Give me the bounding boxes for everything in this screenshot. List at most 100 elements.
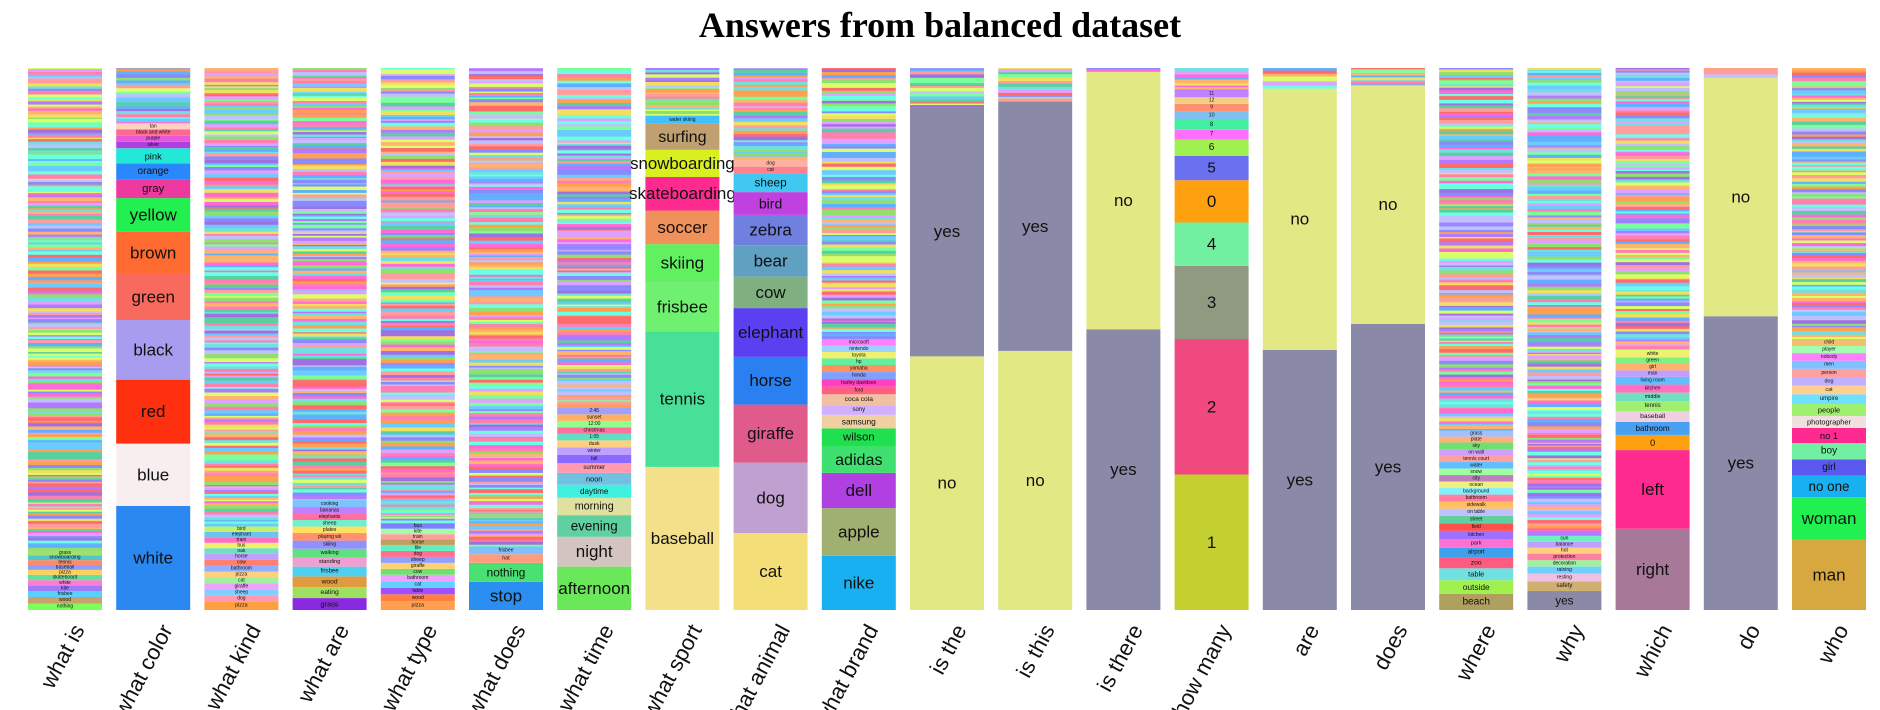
rare-answer-strip — [292, 305, 367, 309]
rare-answer-strip — [28, 336, 102, 340]
rare-answer-strip — [204, 188, 279, 193]
rare-answer-strip — [204, 439, 279, 443]
rare-answer-strip — [1351, 68, 1425, 70]
rare-answer-strip — [204, 386, 279, 389]
rare-answer-strip — [557, 293, 632, 296]
segment-red — [116, 379, 191, 444]
rare-answer-strip — [557, 214, 632, 217]
rare-answer-strip — [910, 99, 984, 103]
rare-answer-strip — [557, 295, 632, 299]
rare-answer-strip — [1615, 349, 1690, 352]
rare-answer-strip — [292, 450, 367, 455]
rare-answer-strip — [204, 151, 279, 154]
rare-answer-strip — [28, 104, 102, 107]
rare-answer-strip — [645, 96, 720, 99]
rare-answer-strip — [469, 208, 543, 213]
rare-answer-strip — [1527, 443, 1602, 446]
rare-answer-strip — [28, 225, 102, 229]
rare-answer-strip — [28, 178, 102, 181]
rare-answer-strip — [28, 436, 102, 441]
rare-answer-strip — [204, 94, 279, 97]
rare-answer-strip — [469, 276, 543, 279]
rare-answer-strip — [204, 267, 279, 269]
rare-answer-strip — [1527, 219, 1602, 223]
rare-answer-strip — [1439, 274, 1514, 278]
rare-answer-strip — [469, 274, 543, 277]
rare-answer-strip — [204, 184, 279, 187]
rare-answer-strip — [292, 283, 367, 287]
rare-answer-strip — [1439, 69, 1514, 73]
rare-answer-strip — [821, 314, 896, 319]
rare-answer-strip — [469, 394, 543, 399]
segment-microsoft — [821, 339, 896, 346]
rare-answer-strip — [380, 247, 455, 249]
rare-answer-strip — [116, 71, 191, 75]
segment-label: pink — [145, 150, 163, 161]
rare-answer-strip — [28, 194, 102, 198]
rare-answer-strip — [116, 108, 191, 112]
rare-answer-strip — [380, 377, 455, 381]
rare-answer-strip — [469, 111, 543, 115]
segment-2:45 — [557, 407, 632, 415]
rare-answer-strip — [204, 195, 279, 198]
segment-label: frisbee — [57, 591, 72, 597]
segment-label: baseball — [56, 564, 75, 570]
rare-answer-strip — [380, 239, 455, 244]
segment-label: harley davidson — [841, 380, 876, 386]
rare-answer-strip — [821, 68, 896, 70]
rare-answer-strip — [1527, 249, 1602, 252]
rare-answer-strip — [1792, 278, 1866, 283]
rare-answer-strip — [557, 174, 632, 178]
segment-zoo — [1439, 557, 1514, 569]
column-which: rightleft0bathroombaseballtennismiddleki… — [1615, 68, 1690, 682]
rare-answer-strip — [1792, 281, 1866, 285]
rare-answer-strip — [28, 366, 102, 369]
segment-apple — [821, 508, 896, 556]
rare-answer-strip — [1439, 313, 1514, 316]
rare-answer-strip — [204, 430, 279, 433]
rare-answer-strip — [557, 396, 632, 401]
rare-answer-strip — [1792, 240, 1866, 244]
rare-answer-strip — [204, 271, 279, 276]
rare-answer-strip — [380, 82, 455, 85]
segment-label: bathroom — [407, 575, 428, 581]
rare-answer-strip — [1527, 274, 1602, 276]
rare-answer-strip — [28, 307, 102, 312]
rare-answer-strip — [469, 73, 543, 76]
segment-no-1 — [1792, 427, 1866, 444]
rare-answer-strip — [1792, 104, 1866, 108]
rare-answer-strip — [910, 91, 984, 94]
segment-label: bear — [754, 251, 788, 270]
category-label: what is — [35, 620, 90, 693]
rare-answer-strip — [557, 83, 632, 88]
rare-answer-strip — [1792, 99, 1866, 102]
rare-answer-strip — [28, 144, 102, 149]
rare-answer-strip — [204, 131, 279, 133]
rare-answer-strip — [1439, 338, 1514, 341]
rare-answer-strip — [821, 288, 896, 292]
segment-label: sky — [1472, 443, 1480, 449]
rare-answer-strip — [292, 206, 367, 209]
rare-answer-strip — [557, 163, 632, 166]
rare-answer-strip — [821, 333, 896, 337]
column-what-type: pizzawoodtablecatbathroomcowgiraffesheep… — [376, 68, 455, 710]
segment-label: baseball — [651, 529, 714, 548]
segment-tile — [380, 544, 455, 551]
rare-answer-strip — [1439, 310, 1514, 314]
rare-answer-strip — [1615, 106, 1690, 111]
rare-answer-strip — [28, 297, 102, 302]
segment-night — [557, 536, 632, 567]
rare-answer-strip — [204, 78, 279, 83]
segment-label: no 1 — [1820, 430, 1838, 441]
rare-answer-strip — [204, 486, 279, 488]
rare-answer-strip — [1527, 392, 1602, 397]
rare-answer-strip — [204, 342, 279, 344]
rare-answer-strip — [1439, 204, 1514, 207]
rare-answer-strip — [28, 176, 102, 179]
rare-answers-tail — [1262, 68, 1337, 89]
segment-0 — [1174, 180, 1249, 223]
rare-answer-strip — [380, 479, 455, 482]
rare-answer-strip — [292, 390, 367, 393]
rare-answer-strip — [28, 71, 102, 75]
segment-label: pizza — [235, 603, 248, 609]
